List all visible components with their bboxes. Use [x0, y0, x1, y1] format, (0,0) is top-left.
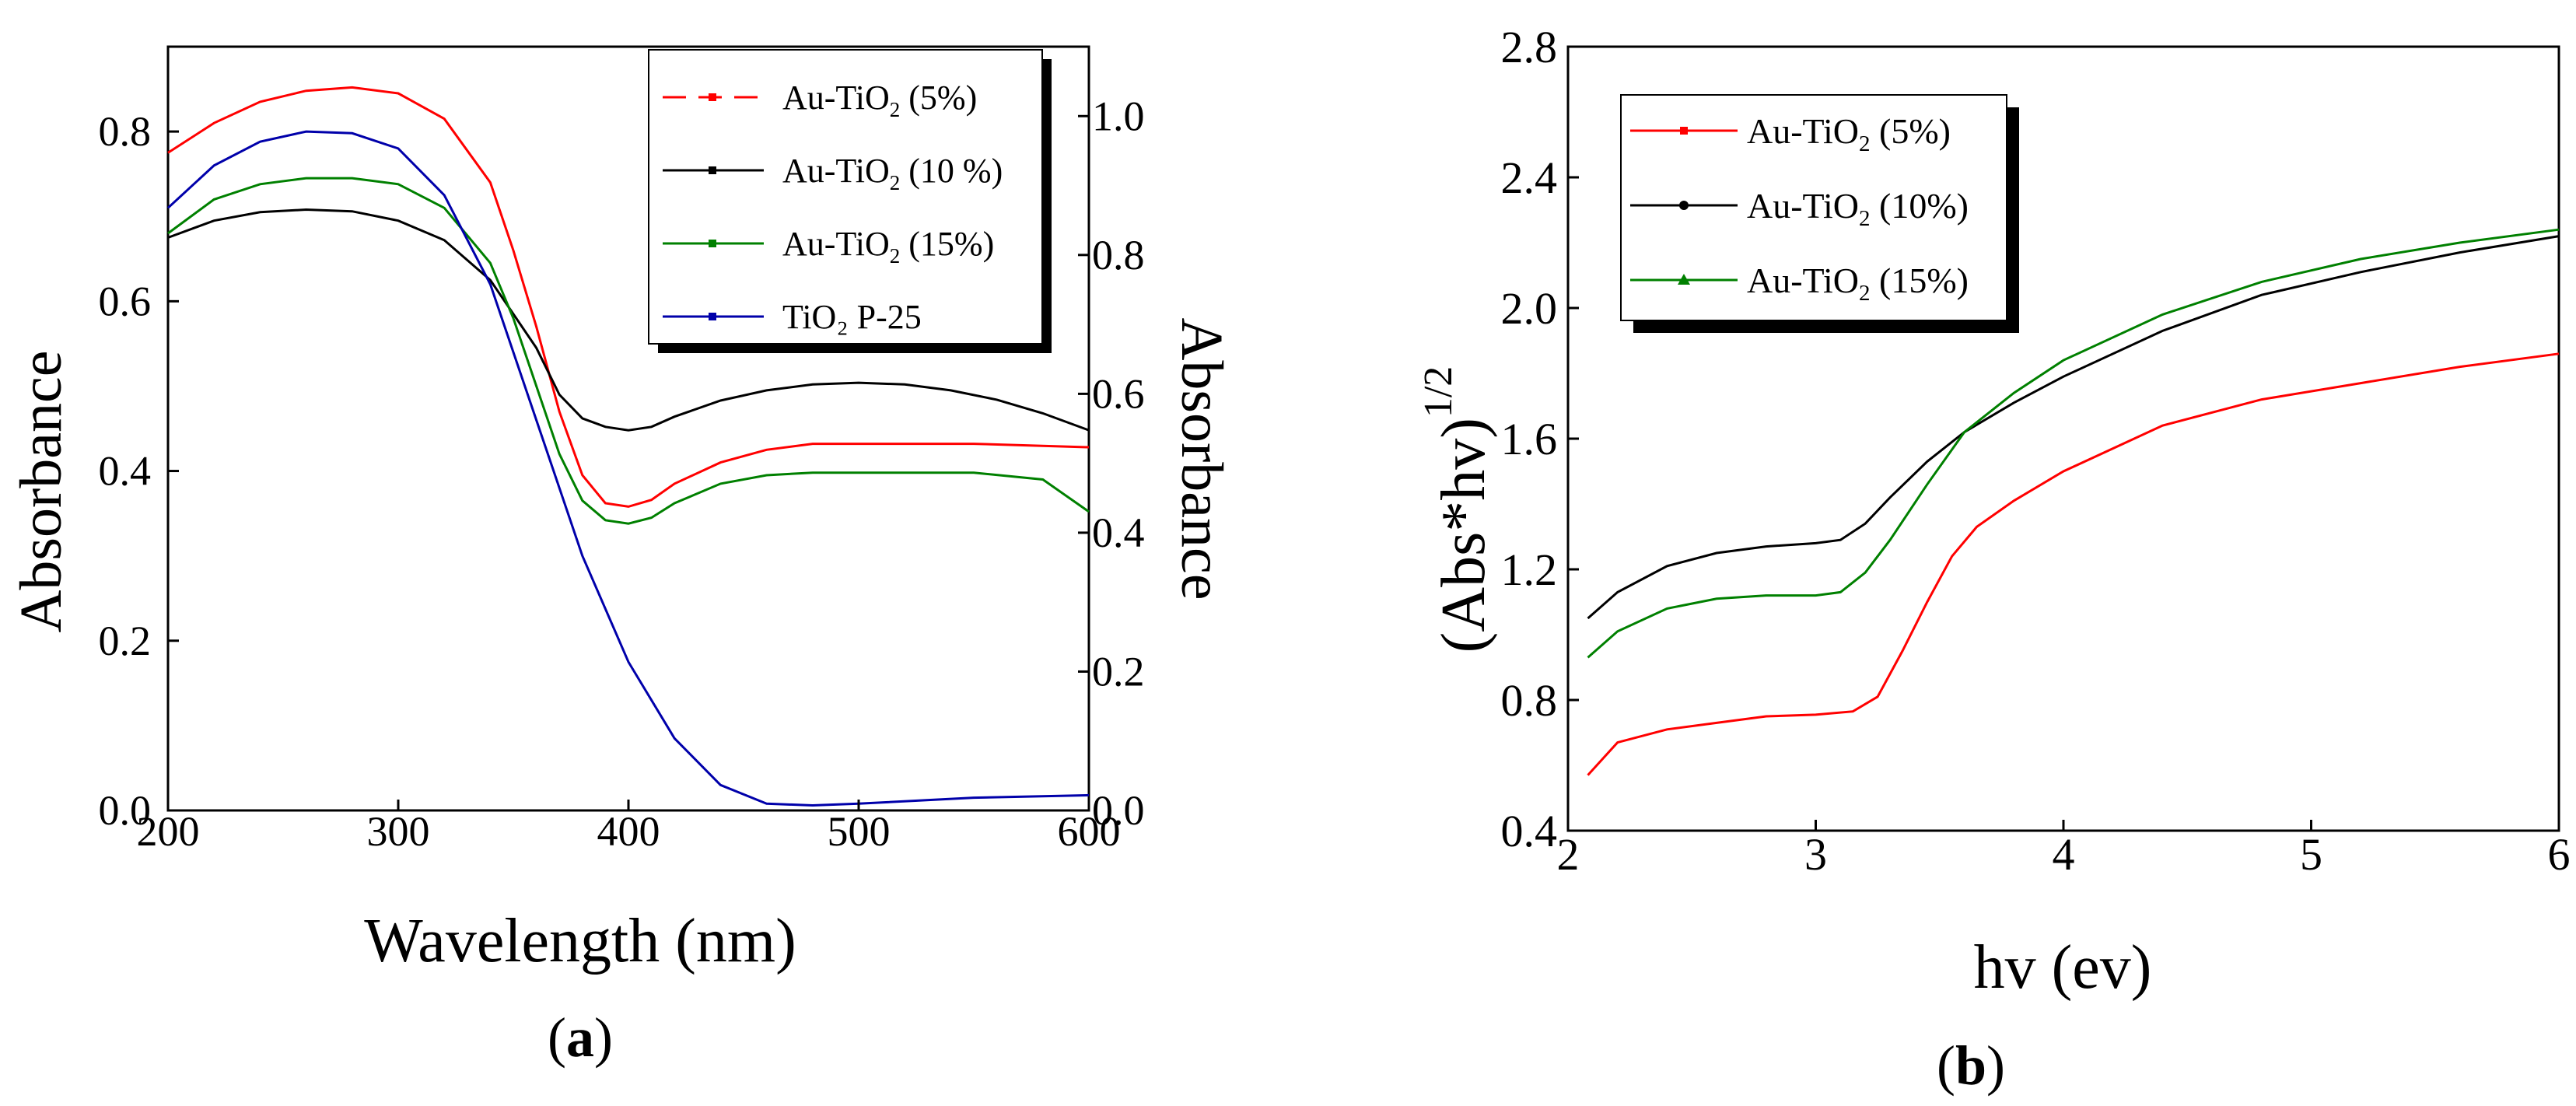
y-tick-label: 0.0	[99, 787, 152, 834]
y-right-tick-label: 0.8	[1092, 232, 1145, 278]
series-line-2	[1587, 235, 2560, 620]
legend-marker	[709, 240, 716, 247]
x-tick-label: 6	[2548, 829, 2571, 880]
y-axis-title: (Abs*hv)1/2	[1416, 366, 1498, 653]
x-tick-label: 2	[1557, 829, 1580, 880]
y-tick-label: 0.8	[1501, 675, 1558, 726]
y-right-tick-label: 0.6	[1092, 370, 1145, 417]
y-tick-label: 2.8	[1501, 22, 1558, 72]
legend-a: Au-TiO2 (5%) Au-TiO2 (10 %) Au-TiO2 (15%) T…	[648, 49, 1052, 353]
chart-panel-b: 2 3 4 5 60.40.81.21.62.02.42.8 Au-TiO2 (5%)A…	[1416, 22, 2571, 1097]
x-tick-label: 4	[2053, 829, 2075, 880]
chart-panel-a: 200 300 400 500 6000.00.20.40.60.80.00.20.40…	[9, 45, 1234, 1069]
x-tick-label: 300	[367, 808, 430, 855]
legend-label: Au-TiO2 (10%)	[1747, 186, 1969, 231]
legend-marker-square	[1680, 127, 1688, 135]
x-tick-label: 5	[2300, 829, 2322, 880]
y-right-tick-label: 1.0	[1092, 93, 1145, 139]
y-tick-label: 0.6	[99, 278, 152, 324]
x-axis-title: hv (ev)	[1974, 933, 2152, 1002]
y-tick-label: 0.8	[99, 108, 152, 155]
x-tick-label: 3	[1804, 829, 1827, 880]
panel-label-b: (b)	[1937, 1034, 2005, 1097]
x-tick-label: 600	[1058, 808, 1121, 855]
y-right-tick-label: 0.4	[1092, 509, 1145, 556]
y-tick-label: 1.6	[1501, 414, 1558, 464]
legend-label: Au-TiO2 (5%)	[1747, 111, 1951, 156]
x-tick-label: 500	[828, 808, 891, 855]
x-axis-title: Wavelength (nm)	[364, 907, 796, 975]
legend-label: Au-TiO2 (15%)	[782, 225, 994, 268]
legend-label: Au-TiO2 (5%)	[782, 79, 977, 121]
legend-marker	[709, 313, 716, 320]
series-line-3	[167, 177, 1090, 525]
series-group-a	[166, 86, 1090, 807]
y-tick-label: 1.2	[1501, 544, 1558, 595]
series-line-3	[1587, 228, 2560, 659]
y-tick-label: 2.0	[1501, 283, 1558, 334]
legend-marker	[709, 93, 716, 101]
legend-marker-triangle	[1678, 274, 1690, 285]
series-line-2	[167, 208, 1090, 432]
y-axis-title-right: Absorbance	[1169, 318, 1234, 600]
x-tick-label: 400	[597, 808, 660, 855]
y-tick-label: 0.4	[99, 448, 152, 495]
y-tick-label: 0.2	[99, 618, 152, 664]
y-tick-label: 0.4	[1501, 806, 1558, 856]
legend-marker-circle	[1679, 201, 1689, 210]
y-right-tick-label: 0.0	[1092, 787, 1145, 834]
series-line-1	[1587, 352, 2560, 776]
y-axis-title-left: Absorbance	[9, 351, 74, 633]
x-tick-label: 200	[137, 808, 200, 855]
legend-b: Au-TiO2 (5%) Au-TiO2 (10%) Au-TiO2 (15%)	[1620, 94, 2019, 333]
legend-label: Au-TiO2 (15%)	[1747, 261, 1969, 306]
y-right-tick-label: 0.2	[1092, 648, 1145, 695]
ticks-group-a: 200 300 400 500 6000.00.20.40.60.80.00.20.40…	[99, 93, 1145, 855]
series-line-1	[167, 86, 1090, 508]
legend-label: Au-TiO2 (10 %)	[782, 152, 1003, 194]
series-line-4	[166, 130, 1090, 807]
legend-label: TiO₂ P-25	[782, 298, 922, 336]
panel-label-a: (a)	[548, 1006, 613, 1069]
ticks-group-b: 2 3 4 5 6 0.4 0.8 1.2 1.6 2.0 2.4 2.8	[1501, 22, 2571, 880]
series-group-b	[1587, 228, 2560, 776]
y-tick-label: 2.4	[1501, 152, 1558, 203]
legend-marker	[709, 166, 716, 174]
